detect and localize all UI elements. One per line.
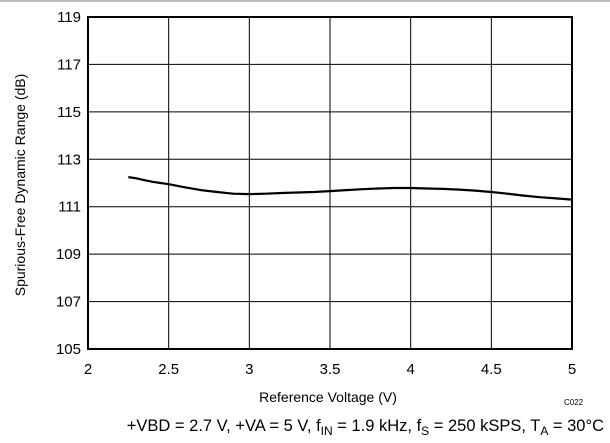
y-axis-title: Spurious-Free Dynamic Range (dB) — [12, 74, 28, 297]
x-tick-label: 3.5 — [320, 361, 341, 378]
y-tick-label: 117 — [57, 56, 81, 73]
x-tick-label: 4.5 — [481, 361, 502, 378]
x-tick-label: 3 — [245, 361, 253, 378]
chart-code-label: C022 — [564, 398, 584, 407]
x-axis-title: Reference Voltage (V) — [259, 389, 397, 405]
y-tick-label: 107 — [56, 294, 81, 311]
y-tick-label: 113 — [57, 151, 81, 168]
y-tick-label: 111 — [58, 199, 81, 216]
x-tick-label: 2 — [84, 361, 92, 378]
series-line — [128, 177, 572, 200]
caption-ta-value: = 30°C — [548, 417, 604, 435]
y-tick-label: 115 — [57, 104, 81, 121]
caption-fs-value: = 250 kSPS, T — [429, 417, 540, 435]
conditions-caption: +VBD = 2.7 V, +VA = 5 V, fIN = 1.9 kHz, … — [127, 417, 604, 438]
y-tick-label: 119 — [57, 9, 81, 26]
caption-ta-subscript: A — [540, 424, 548, 438]
y-tick-labels: 105 107 109 111 113 115 117 119 — [56, 9, 81, 358]
y-tick-label: 105 — [56, 341, 81, 358]
caption-fin-value: = 1.9 kHz, f — [333, 417, 422, 435]
x-tick-label: 2.5 — [158, 361, 179, 378]
x-tick-labels: 2 2.5 3 3.5 4 4.5 5 — [84, 361, 576, 378]
caption-prefix: +VBD = 2.7 V, +VA = 5 V, f — [127, 417, 321, 435]
caption-fs-subscript: S — [421, 424, 429, 438]
caption-fin-subscript: IN — [321, 424, 333, 438]
x-tick-label: 4 — [406, 361, 414, 378]
x-tick-label: 5 — [568, 361, 576, 378]
y-tick-label: 109 — [56, 246, 81, 263]
series-group — [128, 177, 572, 200]
